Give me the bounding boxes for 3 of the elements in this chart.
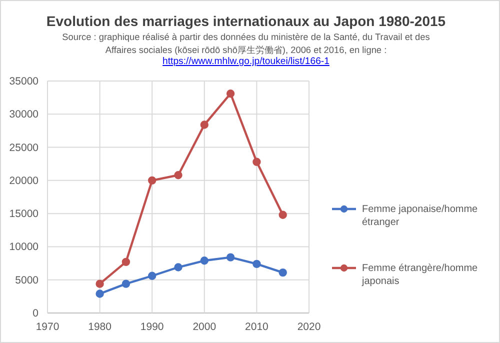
subtitle: Source : graphique réalisé à partir des données du ministère de la Santé, du Travail et des Affaires sociales (kōsei rōdō shō厚生労働省), 2006 et 2016, en ligne : [61,31,431,56]
title: Evolution des marriages internationaux au Japon 1980-2015 [45,13,447,29]
annotation: https://www.mhlw.go.jp/toukei/list/166-1 [162,56,330,67]
